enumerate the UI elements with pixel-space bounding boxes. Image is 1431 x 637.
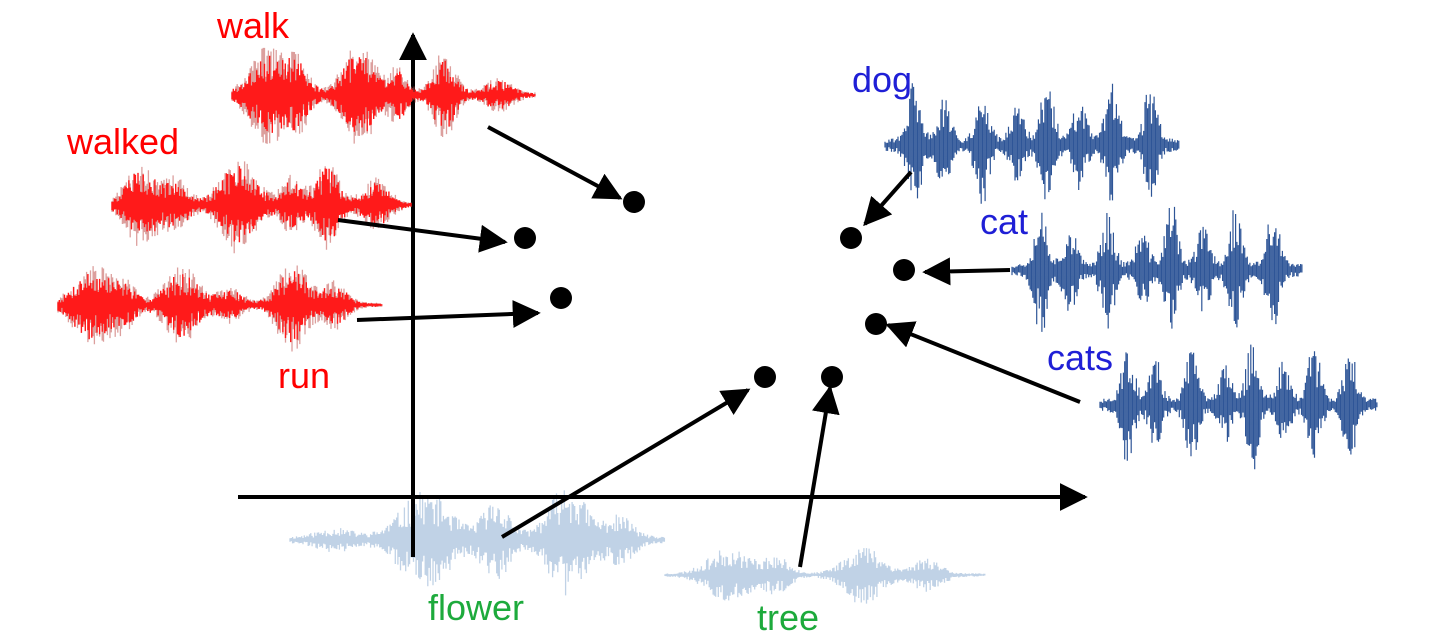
label-cats: cats [1047,337,1114,378]
point-tree [821,366,843,388]
label-tree: tree [757,597,820,637]
label-cat: cat [980,201,1029,242]
point-cat [893,259,915,281]
cat-waveform [1011,206,1303,332]
colored-waveforms [57,47,1378,470]
arrow-walked [337,218,508,253]
label-walked: walked [67,121,180,162]
point-run [550,287,572,309]
arrows [337,125,1081,568]
arrow-cats [885,321,1081,404]
flower-waveform [289,490,666,596]
arrow-walk [487,125,623,200]
label-run: run [278,355,331,396]
arrow-cat [922,257,1011,286]
label-walk: walk [217,5,290,46]
dog-waveform [884,83,1180,204]
arrow-tree [798,385,840,568]
arrow-run [356,299,541,328]
faded-waveforms [289,490,986,604]
walk-waveform [231,55,536,133]
arrow-flower [500,388,751,539]
embedding-points [514,191,915,388]
tree-waveform [664,548,986,604]
arrow-dog [863,170,913,227]
label-dog: dog [852,59,913,100]
label-flower: flower [428,587,525,628]
point-walk [623,191,645,213]
run-waveform [57,271,383,343]
walked-waveform [111,166,412,243]
axes [238,32,1088,557]
point-flower [754,366,776,388]
point-walked [514,227,536,249]
point-dog [840,227,862,249]
point-cats [865,313,887,335]
cats-waveform [1099,344,1378,470]
